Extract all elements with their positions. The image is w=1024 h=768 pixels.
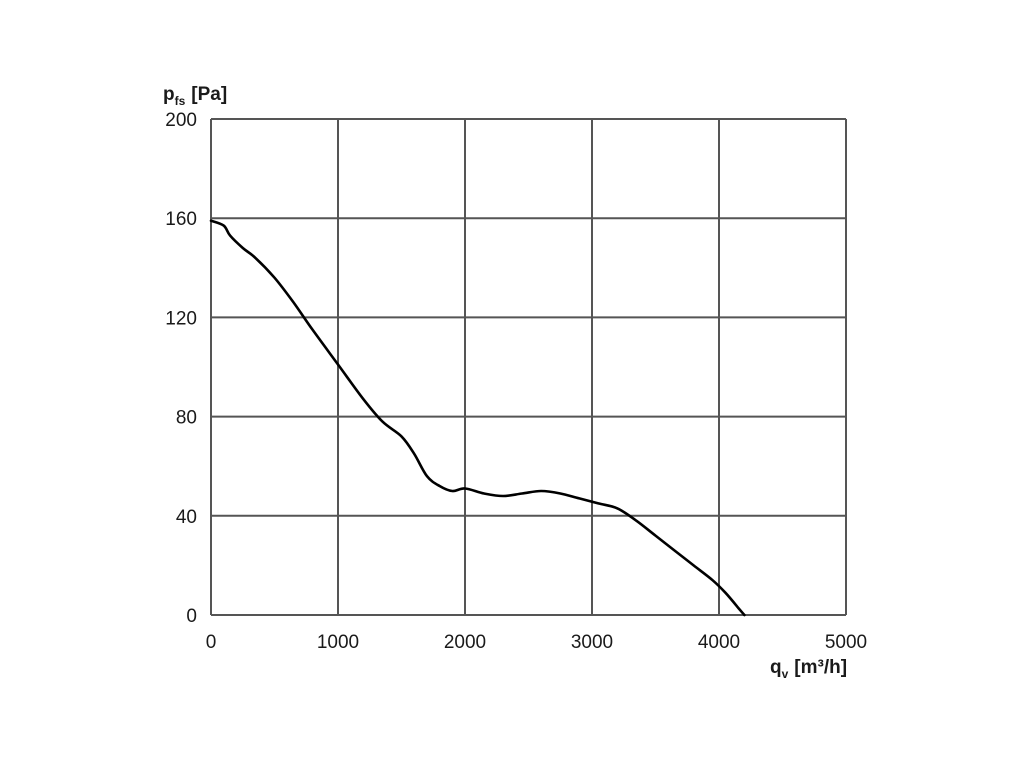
- x-tick-label: 1000: [317, 632, 359, 653]
- y-tick-labels: 0 40 80 120 160 200: [165, 110, 197, 627]
- chart-grid: [210, 118, 847, 616]
- x-tick-label: 3000: [571, 632, 613, 653]
- x-axis-unit: [m³/h]: [794, 657, 847, 678]
- y-tick-label: 200: [165, 110, 197, 131]
- x-axis-title: qv [m³/h]: [770, 657, 847, 681]
- series-line: [209, 219, 746, 617]
- y-axis-subscript: fs: [175, 94, 186, 108]
- x-tick-label: 5000: [825, 632, 867, 653]
- x-tick-label: 4000: [698, 632, 740, 653]
- y-tick-label: 0: [186, 606, 197, 627]
- y-axis-unit: [Pa]: [191, 84, 227, 105]
- x-tick-label: 2000: [444, 632, 486, 653]
- x-axis-subscript: v: [782, 667, 789, 681]
- y-axis-symbol: p: [163, 84, 175, 105]
- x-axis-symbol: q: [770, 657, 782, 678]
- y-tick-label: 160: [165, 209, 197, 230]
- y-tick-label: 120: [165, 308, 197, 329]
- y-tick-label: 40: [176, 507, 197, 528]
- y-axis-title: pfs [Pa]: [163, 84, 227, 108]
- series-layer: [209, 219, 746, 617]
- x-tick-label: 0: [206, 632, 217, 653]
- y-tick-label: 80: [176, 408, 197, 429]
- x-tick-labels: 0 1000 2000 3000 4000 5000: [206, 632, 867, 653]
